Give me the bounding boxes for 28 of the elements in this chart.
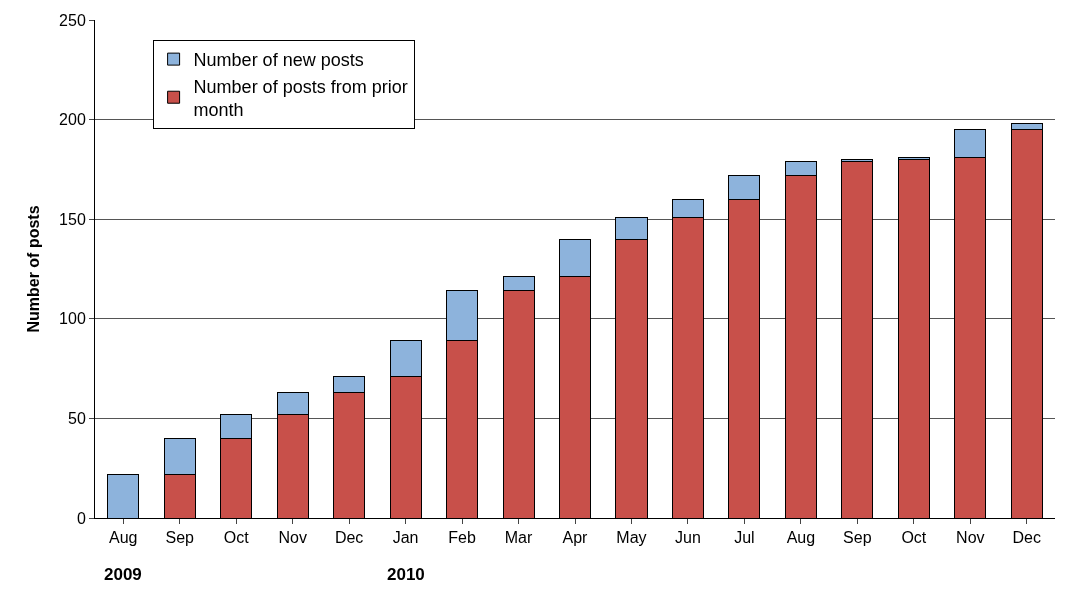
x-tick-label: Mar [504, 529, 533, 547]
y-tick-label: 250 [59, 11, 86, 29]
x-tick-label: Dec [334, 529, 364, 547]
x-tick-label: Feb [448, 529, 476, 547]
x-tick-label: Apr [562, 529, 589, 547]
x-tick-label: Aug [109, 529, 138, 547]
text: 2010 [387, 565, 425, 584]
x-tick-label: Oct [223, 529, 250, 547]
x-tick-label: Dec [1012, 529, 1041, 547]
x-tick-label: Jul [734, 529, 755, 547]
y-tick-label: 50 [68, 410, 86, 427]
x-tick-label: Nov [278, 529, 307, 547]
x-tick-label: Sep [165, 529, 195, 547]
y-axis-title: Number of posts [25, 205, 42, 333]
x-tick-label: Sep [843, 529, 872, 547]
x-tick-label: May [616, 529, 647, 547]
x-tick-label: Jan [392, 529, 419, 547]
y-tick-label: 100 [59, 310, 86, 328]
x-tick-label: Nov [956, 529, 985, 547]
legend-label: Number of new posts [193, 50, 364, 71]
x-tick-label: Jun [675, 529, 701, 547]
x-tick-label: Oct [901, 529, 927, 547]
text: 2009 [104, 565, 142, 584]
y-tick-label: 0 [76, 509, 86, 527]
legend-label: Number of posts from prior month [193, 76, 408, 120]
x-tick-label: Aug [786, 529, 816, 547]
y-tick-label: 150 [59, 210, 86, 228]
y-tick-label: 200 [59, 111, 86, 129]
